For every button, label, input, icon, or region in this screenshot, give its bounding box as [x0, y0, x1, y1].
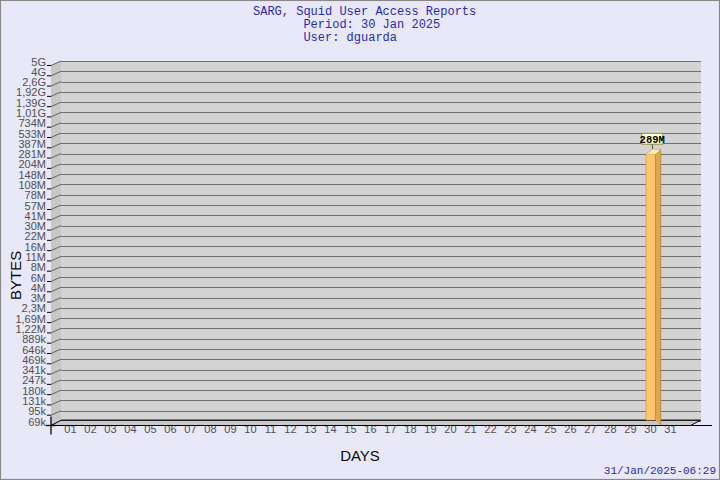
svg-text:289M: 289M: [640, 134, 665, 146]
